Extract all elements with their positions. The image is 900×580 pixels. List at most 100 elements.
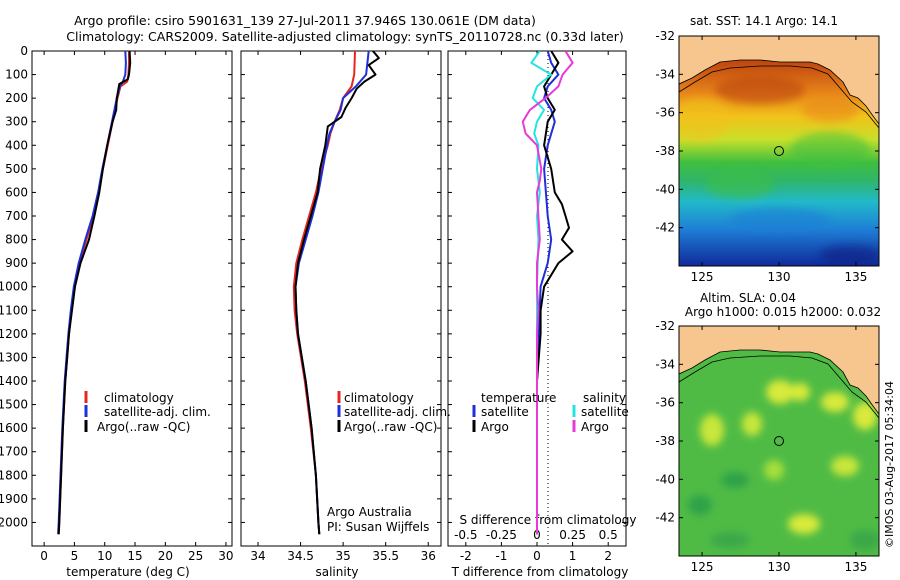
x-tick-label: 35.5	[372, 549, 399, 563]
x-tick-label: 34.5	[287, 549, 314, 563]
x-tick-label: 5	[71, 549, 79, 563]
depth-tick-label: 2000	[0, 515, 28, 529]
depth-tick-label: 800	[5, 233, 28, 247]
salinity-x-axis: 34 34.5 35 35.5 36	[250, 51, 436, 563]
figure-title-line2: Climatology: CARS2009. Satellite-adjuste…	[66, 29, 623, 44]
depth-tick-label: 0	[20, 44, 28, 58]
sla-blob	[700, 414, 724, 446]
sst-blob	[679, 98, 730, 142]
imos-watermark: ©IMOS 03-Aug-2017 05:34:04	[883, 381, 896, 548]
map-y-tick-label: -40	[655, 182, 675, 196]
sla-blob	[788, 514, 820, 534]
s-diff-tick-label: 0.5	[599, 528, 618, 542]
x-tick-label: -1	[495, 549, 507, 563]
sst-blob	[790, 132, 870, 168]
sla-blob	[688, 495, 712, 515]
map-y-tick-label: -32	[655, 29, 675, 43]
sst-map-title: sat. SST: 14.1 Argo: 14.1	[690, 14, 838, 28]
temperature-panel	[31, 50, 233, 547]
sla-blob	[850, 530, 879, 550]
sla-blob	[831, 456, 859, 476]
sst-blob	[715, 76, 805, 104]
s-diff-tick-label: -0.5	[454, 528, 477, 542]
sla-blob	[766, 380, 794, 404]
map-x-tick-label: 135	[844, 270, 867, 284]
sst-map	[679, 36, 879, 266]
depth-axis: 0 100 200 300 400 500 600 700 800 900 1000 1100 1200…	[0, 44, 626, 529]
legend-label-s-satellite: satellite	[581, 405, 629, 419]
legend-title-temperature: temperature	[481, 391, 556, 405]
depth-tick-label: 1400	[0, 374, 28, 388]
salinity-xlabel: salinity	[315, 565, 358, 579]
depth-tick-label: 400	[5, 138, 28, 152]
sla-map-title: Altim. SLA: 0.04	[700, 291, 796, 305]
sla-map-title2: Argo h1000: 0.015 h2000: 0.032	[685, 305, 881, 319]
x-tick-label: 2	[604, 549, 612, 563]
difference-legend: temperature salinity satellite Argo sate…	[472, 391, 629, 434]
legend-label-climatology: climatology	[104, 391, 174, 405]
sla-map	[679, 326, 879, 556]
shelf-contour	[679, 65, 879, 129]
depth-tick-label: 1500	[0, 398, 28, 412]
depth-tick-label: 1900	[0, 492, 28, 506]
map-y-tick-label: -34	[655, 67, 675, 81]
land-australia	[679, 326, 879, 415]
temperature-x-axis: 0 5 10 15 20 25 30	[40, 51, 234, 563]
sst-blob	[705, 171, 775, 199]
depth-tick-label: 500	[5, 162, 28, 176]
depth-tick-label: 200	[5, 91, 28, 105]
sla-blob	[790, 383, 810, 401]
t-difference-xlabel: T difference from climatology	[451, 565, 629, 579]
series-line-argo-raw-qc	[294, 51, 380, 535]
legend-label-s-argo: Argo	[581, 420, 609, 434]
legend-label-satellite: satellite-adj. clim.	[344, 405, 451, 419]
depth-tick-label: 1200	[0, 327, 28, 341]
annotation-argo-australia: Argo Australia	[327, 505, 412, 519]
map-y-tick-label: -42	[655, 511, 675, 525]
series-line-argo-raw-qc	[57, 51, 132, 535]
series-line-satellite-adj-clim	[57, 51, 127, 535]
depth-tick-label: 700	[5, 209, 28, 223]
x-tick-label: -2	[460, 549, 472, 563]
map-y-tick-label: -36	[655, 106, 675, 120]
sla-blob	[853, 402, 877, 430]
s-diff-tick-label: 0.25	[559, 528, 586, 542]
map-y-tick-label: -42	[655, 221, 675, 235]
map-y-tick-label: -32	[655, 319, 675, 333]
series-line-s-argo	[521, 51, 574, 535]
depth-tick-label: 1300	[0, 350, 28, 364]
temperature-legend: climatology satellite-adj. clim. Argo(..…	[84, 391, 211, 434]
map-x-tick-label: 135	[844, 560, 867, 574]
sla-blob	[721, 472, 749, 488]
legend-label-t-satellite: satellite	[481, 405, 529, 419]
s-diff-tick-label: 0	[533, 528, 541, 542]
depth-tick-label: 300	[5, 115, 28, 129]
shelf-contour	[679, 355, 879, 419]
map-y-tick-label: -40	[655, 472, 675, 486]
map-x-tick-label: 130	[768, 270, 791, 284]
series-line-climatology	[57, 51, 130, 535]
depth-tick-label: 600	[5, 185, 28, 199]
map-y-tick-label: -36	[655, 396, 675, 410]
x-tick-label: 20	[158, 549, 173, 563]
sst-map-axes: 125 130 135 -32 -34 -36 -38 -40 -42	[655, 29, 879, 284]
sst-blob	[730, 208, 830, 232]
x-tick-label: 25	[188, 549, 203, 563]
map-x-tick-label: 125	[691, 560, 714, 574]
map-y-tick-label: -38	[655, 434, 675, 448]
s-diff-tick-label: -0.25	[486, 528, 517, 542]
x-tick-label: 35	[335, 549, 350, 563]
legend-label-climatology: climatology	[344, 391, 414, 405]
map-y-tick-label: -34	[655, 357, 675, 371]
sla-blob	[742, 412, 762, 436]
depth-tick-label: 1600	[0, 421, 28, 435]
x-tick-label: 1	[569, 549, 577, 563]
x-tick-label: 15	[127, 549, 142, 563]
map-x-tick-label: 125	[691, 270, 714, 284]
salinity-panel	[240, 50, 442, 547]
depth-tick-label: 1100	[0, 303, 28, 317]
x-tick-label: 30	[218, 549, 233, 563]
depth-tick-label: 900	[5, 256, 28, 270]
x-tick-label: 0	[533, 549, 541, 563]
